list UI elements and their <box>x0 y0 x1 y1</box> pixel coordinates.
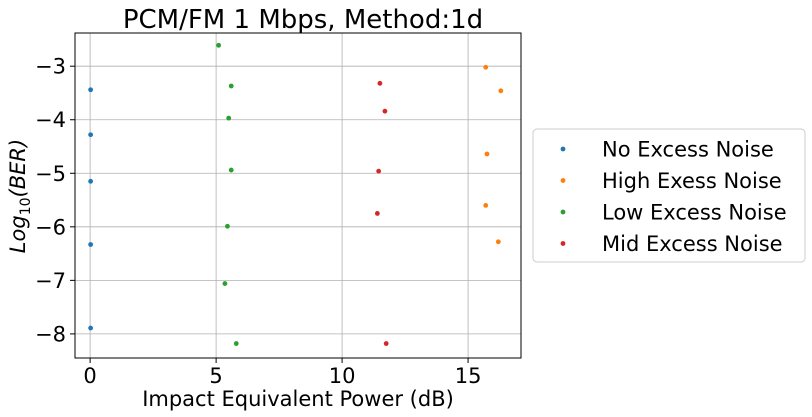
x-tick-label: 0 <box>83 364 96 388</box>
data-point <box>88 87 94 93</box>
data-point <box>483 64 489 70</box>
data-point <box>225 223 230 229</box>
legend-marker <box>560 241 566 246</box>
data-point <box>233 341 239 346</box>
data-point <box>498 88 504 94</box>
data-point <box>377 80 383 86</box>
legend-label: High Exess Noise <box>602 169 782 193</box>
y-tick-label: −3 <box>35 55 66 79</box>
data-point <box>88 132 94 138</box>
data-point <box>495 239 501 245</box>
y-tick-label: −6 <box>35 215 66 239</box>
data-point <box>228 167 234 173</box>
legend-label: Low Excess Noise <box>602 201 787 225</box>
legend-marker <box>560 146 566 152</box>
data-point <box>376 168 382 174</box>
legend-label: No Excess Noise <box>602 138 774 162</box>
legend-box <box>532 128 806 263</box>
x-axis-ticks: 0 5 10 15 <box>83 358 481 388</box>
data-points <box>88 42 504 346</box>
data-point <box>382 108 388 114</box>
data-point <box>228 83 234 89</box>
data-point <box>483 203 489 208</box>
y-axis-label-main: Log <box>6 215 30 253</box>
x-tick-label: 15 <box>455 364 482 388</box>
chart-title: PCM/FM 1 Mbps, Method:1d <box>123 5 483 35</box>
y-tick-label: −8 <box>35 322 66 346</box>
x-tick-label: 5 <box>209 364 222 388</box>
y-tick-label: −4 <box>35 108 66 132</box>
y-tick-label: −5 <box>35 162 66 186</box>
y-axis-ticks: −3 −4 −5 −6 −7 −8 <box>35 55 75 346</box>
legend-marker <box>560 178 566 183</box>
data-point <box>216 42 222 48</box>
y-tick-label: −7 <box>35 269 66 293</box>
legend-label: Mid Excess Noise <box>602 232 783 256</box>
data-point <box>374 211 380 216</box>
data-point <box>222 281 228 286</box>
y-axis-label: Log10(BER) <box>6 139 34 253</box>
data-point <box>88 178 94 184</box>
plot-frame <box>74 32 522 359</box>
data-point <box>226 115 232 121</box>
data-point <box>88 325 94 331</box>
x-tick-label: 10 <box>329 364 356 388</box>
data-point <box>484 151 490 157</box>
y-axis-label-arg: (BER) <box>6 139 30 198</box>
grid <box>75 33 521 358</box>
legend-marker <box>560 209 566 215</box>
data-point <box>383 341 389 346</box>
y-axis-label-sub: 10 <box>18 197 34 215</box>
x-axis-label: Impact Equivalent Power (dB) <box>142 387 454 411</box>
data-point <box>88 242 94 247</box>
legend: No Excess Noise High Exess Noise Low Exces… <box>532 128 806 263</box>
